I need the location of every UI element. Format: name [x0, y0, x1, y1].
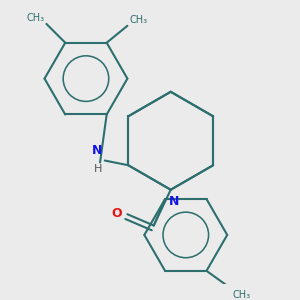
Text: O: O [111, 207, 122, 220]
Text: CH₃: CH₃ [233, 290, 251, 300]
Text: CH₃: CH₃ [129, 15, 147, 25]
Text: H: H [94, 164, 102, 174]
Text: N: N [169, 195, 180, 208]
Text: CH₃: CH₃ [26, 13, 44, 23]
Text: N: N [92, 144, 102, 157]
